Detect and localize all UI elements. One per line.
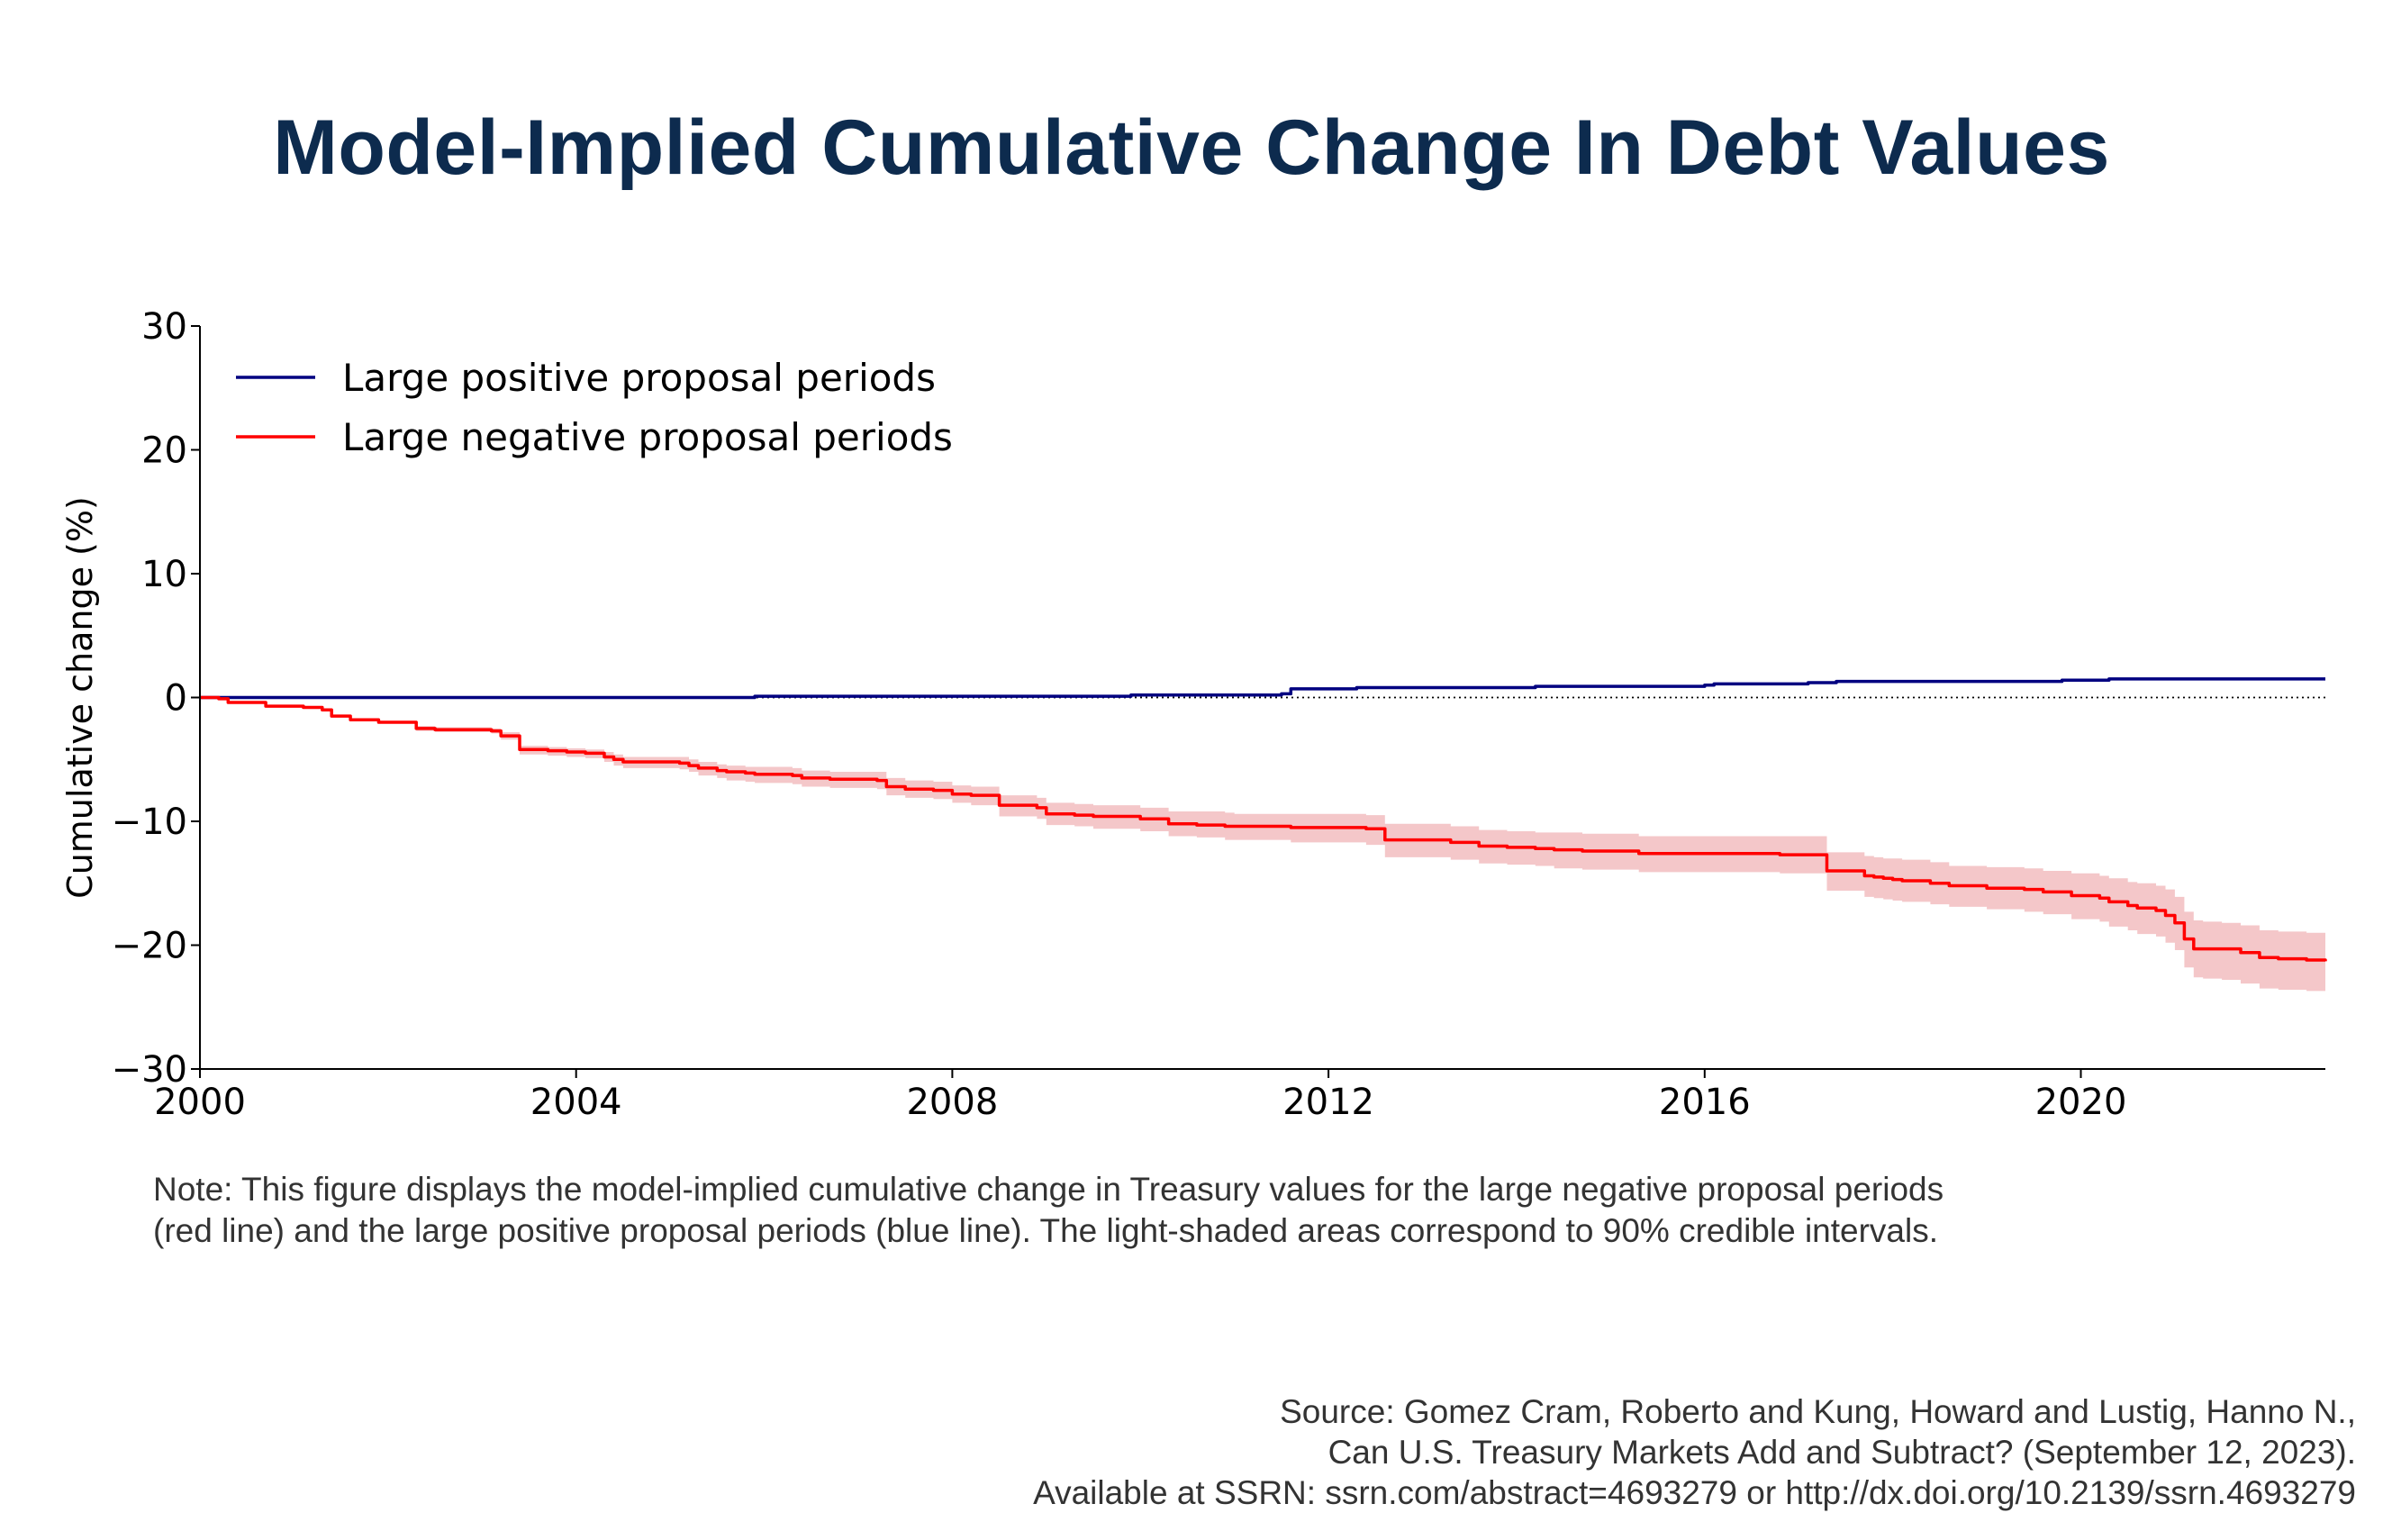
x-tick-label: 2016 <box>1659 1082 1751 1123</box>
series-line-positive <box>200 677 2325 700</box>
source-citation: Source: Gomez Cram, Roberto and Kung, Ho… <box>1033 1391 2356 1513</box>
source-line-1: Source: Gomez Cram, Roberto and Kung, Ho… <box>1280 1393 2356 1430</box>
source-line-2: Can U.S. Treasury Markets Add and Subtra… <box>1327 1434 2356 1471</box>
legend-label-positive: Large positive proposal periods <box>342 356 936 400</box>
y-tick-label: 10 <box>141 554 187 595</box>
y-tick-label: 20 <box>141 430 187 472</box>
y-tick-label: 30 <box>141 306 187 348</box>
y-tick-label: −10 <box>112 802 187 843</box>
x-tick-label: 2000 <box>154 1082 246 1123</box>
x-tick-label: 2020 <box>2035 1082 2127 1123</box>
legend-label-negative: Large negative proposal periods <box>342 415 953 459</box>
figure-note: Note: This figure displays the model-imp… <box>153 1171 1944 1249</box>
y-tick-label: −30 <box>112 1049 187 1091</box>
x-tick-label: 2008 <box>906 1082 998 1123</box>
chart-title: Model-Implied Cumulative Change In Debt … <box>273 104 2110 191</box>
x-tick-label: 2004 <box>530 1082 622 1123</box>
y-tick-label: 0 <box>165 678 187 720</box>
legend: Large positive proposal periods Large neg… <box>236 356 953 459</box>
series-line-negative <box>200 695 2327 962</box>
y-axis-label: Cumulative change (%) <box>60 496 100 899</box>
series-lines-layer <box>200 677 2327 962</box>
source-line-3: Available at SSRN: ssrn.com/abstract=469… <box>1033 1474 2356 1511</box>
y-tick-label: −20 <box>112 926 187 967</box>
x-tick-label: 2012 <box>1282 1082 1374 1123</box>
